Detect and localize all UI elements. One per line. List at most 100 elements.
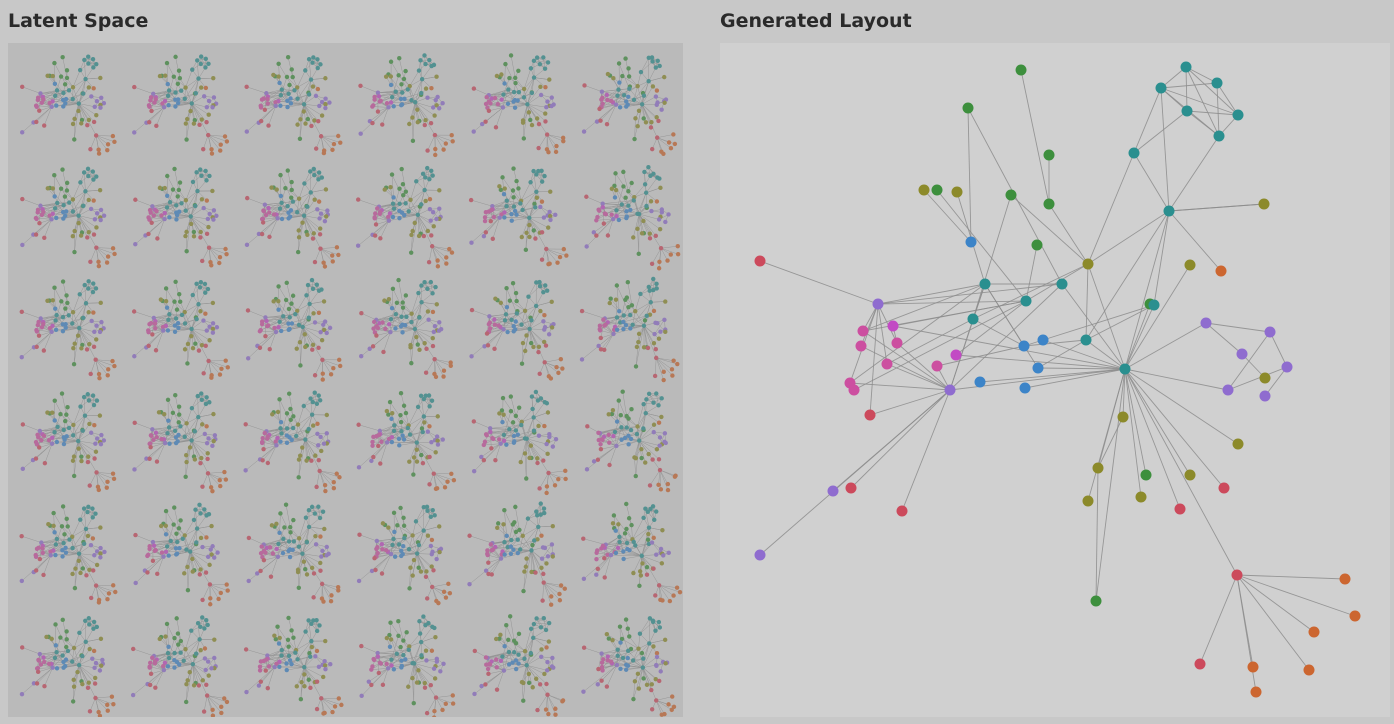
latent-thumb-edge <box>623 325 644 330</box>
latent-thumb-edge <box>185 190 198 211</box>
latent-thumb-node-blue <box>278 328 284 334</box>
latent-cell-r1-c6[interactable] <box>571 43 684 156</box>
latent-thumb-edge <box>54 287 56 309</box>
latent-cell-r2-c6[interactable] <box>571 155 684 271</box>
latent-cell-r4-c3[interactable] <box>233 380 346 494</box>
latent-cell-r2-c5[interactable] <box>458 155 571 267</box>
latent-thumb-node-olive <box>422 340 427 346</box>
latent-thumb-node-green <box>390 286 396 291</box>
latent-cell-r4-c5[interactable] <box>458 380 571 496</box>
latent-thumb-edge <box>152 201 171 207</box>
latent-thumb-edge <box>381 203 400 211</box>
latent-thumb-node-orange <box>670 373 675 378</box>
latent-thumb-node-green <box>58 186 64 191</box>
latent-thumb-node-red <box>378 236 383 241</box>
latent-thumb-node-purple <box>497 215 502 220</box>
latent-cell-r2-c3[interactable] <box>233 155 346 269</box>
latent-thumb-edge <box>493 206 507 218</box>
latent-thumb-node-teal <box>54 312 59 318</box>
latent-thumb-node-orange <box>654 88 660 93</box>
latent-thumb-node-red <box>91 119 97 125</box>
latent-thumb-node-teal <box>392 423 397 428</box>
latent-thumb-node-olive <box>494 73 500 79</box>
latent-thumb-edge <box>297 192 311 213</box>
latent-thumb-node-red <box>36 445 42 450</box>
latent-cell-r2-c2[interactable] <box>121 155 234 268</box>
latent-thumb-node-teal <box>301 102 307 107</box>
latent-cell-r3-c4[interactable] <box>346 268 459 380</box>
latent-cell-r3-c2[interactable] <box>121 268 234 380</box>
latent-thumb-edge <box>410 199 419 215</box>
latent-thumb-node-green <box>614 283 620 288</box>
latent-cell-r4-c2[interactable] <box>121 380 234 494</box>
latent-thumb-node-orange <box>554 364 559 370</box>
latent-cell-r1-c3[interactable] <box>233 43 346 156</box>
latent-thumb-node-teal <box>641 426 646 431</box>
latent-thumb-node-red <box>658 246 664 251</box>
latent-cell-r1-c5[interactable] <box>458 43 571 155</box>
latent-cell-r1-c4[interactable] <box>346 43 459 158</box>
latent-thumb-node-green <box>65 300 70 306</box>
latent-cell-r2-c1[interactable] <box>8 155 121 269</box>
latent-thumb-edge <box>174 301 185 313</box>
latent-thumb-node-red <box>654 135 660 140</box>
latent-thumb-edge <box>641 86 654 105</box>
latent-cell-r3-c3[interactable] <box>233 268 346 382</box>
latent-thumb-node-olive <box>199 422 205 427</box>
latent-thumb-node-green <box>289 195 294 200</box>
latent-thumb-edge <box>645 177 658 193</box>
latent-thumb-edge <box>84 285 87 304</box>
latent-cell-r4-c6[interactable] <box>571 380 684 493</box>
latent-thumb-node-orange <box>218 148 223 153</box>
latent-thumb-node-pink <box>148 98 153 103</box>
latent-space-grid[interactable] <box>8 43 683 717</box>
latent-thumb-node-olive <box>71 422 76 428</box>
latent-thumb-node-purple <box>210 330 216 335</box>
latent-cell-r4-c4[interactable] <box>346 380 459 492</box>
latent-cell-r3-c5[interactable] <box>458 268 571 381</box>
latent-thumb-node-blue <box>513 319 518 324</box>
latent-cell-r1-c1[interactable] <box>8 43 121 156</box>
latent-thumb-edge <box>657 134 674 138</box>
latent-thumb-node-orange <box>448 360 453 365</box>
latent-cell-r3-c6[interactable] <box>571 268 684 383</box>
latent-thumb-node-teal <box>306 426 311 432</box>
latent-thumb-node-blue <box>164 305 170 310</box>
latent-thumb-node-orange <box>449 471 454 477</box>
latent-thumb-edge <box>596 218 614 221</box>
latent-thumb-node-purple <box>38 316 43 321</box>
latent-cell-r3-c1[interactable] <box>8 268 121 381</box>
latent-thumb-edge <box>83 172 86 192</box>
latent-thumb-edge <box>417 214 421 234</box>
latent-thumb-node-orange <box>651 308 657 314</box>
latent-thumb-edge <box>486 97 504 108</box>
latent-thumb-node-purple <box>431 329 437 335</box>
latent-thumb-node-olive <box>321 327 327 333</box>
latent-thumb-edge <box>425 359 435 373</box>
latent-thumb-edge <box>640 57 649 73</box>
latent-thumb-node-teal <box>648 300 653 305</box>
latent-thumb-node-teal <box>178 424 183 429</box>
latent-thumb-edge <box>392 288 407 317</box>
latent-thumb-node-purple <box>500 105 506 110</box>
latent-thumb-node-teal <box>619 202 625 207</box>
latent-thumb-node-teal <box>533 389 539 395</box>
latent-thumb-node-olive <box>86 230 91 235</box>
latent-cell-r4-c1[interactable] <box>8 380 121 493</box>
latent-thumb-node-red <box>432 132 438 138</box>
latent-thumb-node-teal <box>655 58 660 64</box>
latent-thumb-edge <box>490 328 504 330</box>
latent-space-panel[interactable] <box>8 43 683 717</box>
latent-thumb-node-purple <box>594 119 600 124</box>
latent-thumb-node-teal <box>166 317 171 323</box>
latent-cell-r1-c2[interactable] <box>121 43 234 156</box>
latent-thumb-node-red <box>601 221 607 226</box>
latent-thumb-node-olive <box>295 85 300 90</box>
latent-thumb-edge <box>596 204 622 221</box>
latent-thumb-node-blue <box>176 432 181 438</box>
latent-thumb-node-pink <box>596 430 601 435</box>
latent-thumb-edge <box>642 96 657 105</box>
latent-cell-r5-c1[interactable] <box>8 492 121 605</box>
latent-cell-r2-c4[interactable] <box>346 155 459 269</box>
latent-thumb-node-olive <box>536 344 542 350</box>
